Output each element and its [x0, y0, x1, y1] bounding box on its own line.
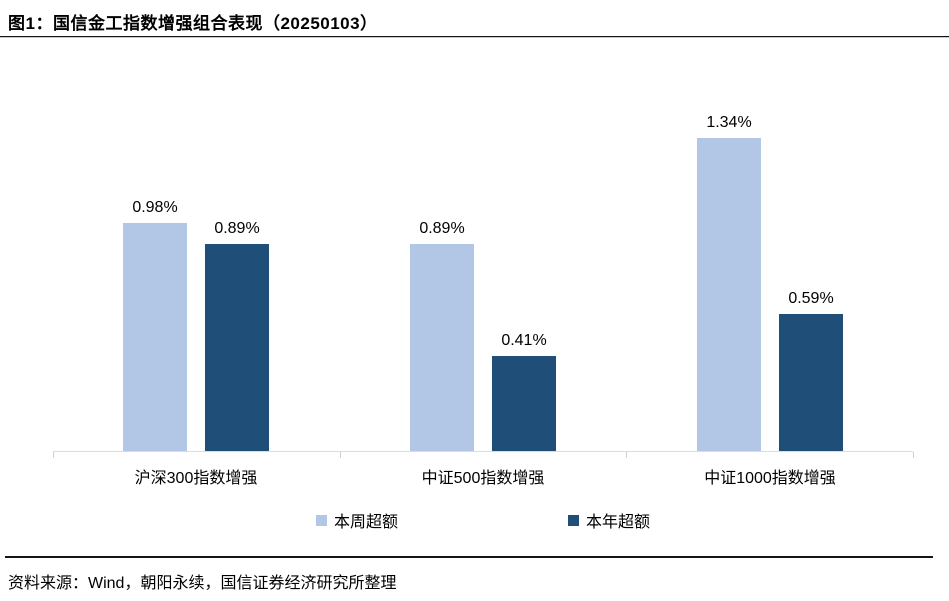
bar-value-label: 0.59%: [788, 290, 834, 307]
source-note: 资料来源：Wind，朝阳永续，国信证券经济研究所整理: [8, 575, 397, 592]
bar-value-label: 1.34%: [706, 114, 752, 131]
legend-item: 本周超额: [315, 508, 398, 532]
legend-label: 本周超额: [333, 514, 398, 531]
bar-year-group-1: [205, 244, 269, 452]
x-axis-line: [53, 451, 913, 452]
bar-week-group-3: [697, 138, 761, 452]
legend-label: 本年超额: [586, 514, 651, 531]
legend-swatch-icon: [315, 514, 327, 526]
bar-value-label: 0.98%: [132, 199, 178, 216]
legend-swatch-icon: [568, 514, 579, 526]
figure-title: 图1：国信金工指数增强组合表现（20250103）: [8, 14, 378, 33]
bar-value-label: 0.89%: [214, 220, 260, 237]
x-axis-tick: [340, 452, 341, 458]
bar-week-group-2: [410, 244, 474, 452]
x-axis-category-label: 沪深300指数增强: [134, 470, 258, 487]
x-axis-category-label: 中证500指数增强: [421, 470, 545, 487]
bar-week-group-1: [123, 223, 187, 452]
footer-divider-line: [5, 556, 933, 558]
bar-year-group-2: [492, 356, 556, 452]
bar-chart-figure: 图1：国信金工指数增强组合表现（20250103） 0.98% 0.89% 沪深30…: [0, 14, 949, 532]
x-axis-tick: [626, 452, 627, 458]
x-axis-category-label: 中证1000指数增强: [704, 470, 836, 487]
bar-year-group-3: [779, 314, 843, 452]
x-axis-tick: [913, 452, 914, 458]
bar-value-label: 0.41%: [501, 332, 547, 349]
legend-item: 本年超额: [568, 508, 650, 532]
bar-value-label: 0.89%: [419, 220, 465, 237]
x-axis-tick: [53, 452, 54, 458]
chart-legend: 本周超额 本年超额: [53, 508, 913, 532]
title-divider-line: [0, 36, 949, 38]
